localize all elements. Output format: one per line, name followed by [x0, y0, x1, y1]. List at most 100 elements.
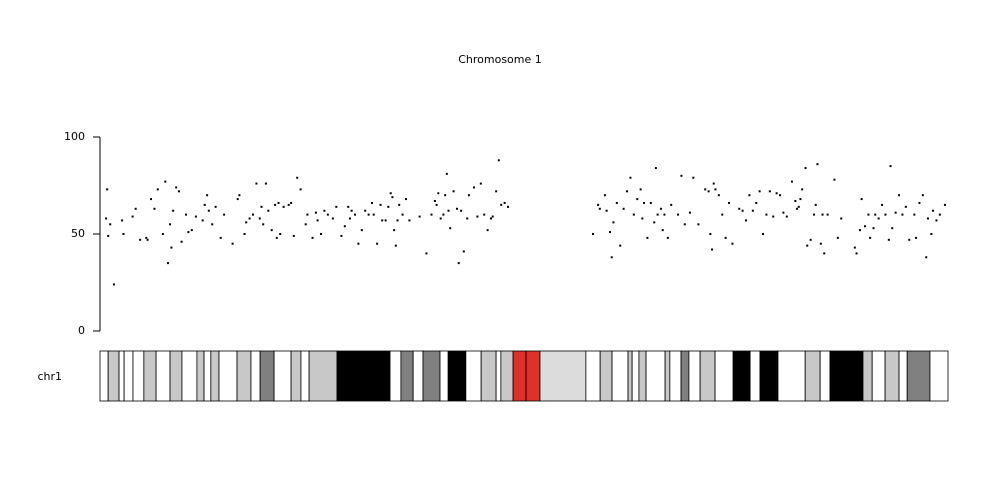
- data-point: [913, 213, 916, 216]
- data-point: [161, 233, 164, 235]
- cytoband: [300, 350, 310, 402]
- data-point: [387, 205, 390, 208]
- data-point: [636, 198, 639, 201]
- data-point: [819, 242, 822, 245]
- data-point: [435, 203, 438, 206]
- cytoband: [638, 350, 647, 402]
- data-point: [350, 209, 353, 212]
- data-point: [172, 209, 175, 212]
- cytoband: [196, 350, 205, 402]
- data-point: [741, 209, 744, 212]
- ideogram-label: chr1: [37, 370, 62, 383]
- data-point: [203, 203, 206, 206]
- cytoband: [714, 350, 734, 402]
- data-point: [901, 213, 904, 216]
- data-point: [889, 165, 892, 168]
- data-point: [323, 209, 326, 212]
- cytoband: [155, 350, 171, 402]
- data-point: [663, 213, 666, 216]
- data-point: [491, 215, 494, 218]
- data-point: [712, 182, 715, 185]
- cytoband: [680, 350, 690, 402]
- data-point: [507, 205, 510, 208]
- data-point: [709, 233, 712, 235]
- data-point: [486, 229, 489, 232]
- data-point: [376, 242, 379, 245]
- data-point: [408, 219, 411, 222]
- data-point: [799, 198, 802, 201]
- data-point: [131, 215, 134, 218]
- data-point: [758, 190, 761, 193]
- data-point: [335, 205, 338, 208]
- data-point: [925, 256, 928, 259]
- data-point: [479, 182, 482, 185]
- data-point: [394, 244, 397, 247]
- cytoband: [759, 350, 779, 402]
- cytoband: [585, 350, 601, 402]
- data-point: [782, 211, 785, 214]
- data-point: [823, 252, 826, 255]
- y-tick-label: 0: [78, 324, 85, 337]
- data-point: [598, 207, 601, 210]
- data-point: [279, 233, 282, 235]
- data-point: [364, 209, 367, 212]
- cytoband: [611, 350, 629, 402]
- cytoband: [169, 350, 183, 402]
- data-point: [826, 213, 829, 216]
- data-point: [877, 217, 880, 220]
- data-point: [379, 203, 382, 206]
- cytoband: [599, 350, 613, 402]
- data-point: [238, 194, 241, 197]
- data-point: [153, 207, 156, 210]
- data-point: [860, 198, 863, 201]
- data-point: [175, 186, 178, 189]
- data-point: [806, 244, 809, 247]
- cytoband: [132, 350, 145, 402]
- data-point: [206, 194, 209, 197]
- cytoband: [412, 350, 424, 402]
- data-point: [462, 250, 465, 253]
- data-point: [869, 236, 872, 239]
- cytoband: [495, 350, 502, 402]
- cytoband: [631, 350, 640, 402]
- data-point: [794, 200, 797, 203]
- cytoband: [250, 350, 261, 402]
- cytoband: [447, 350, 467, 402]
- data-point: [867, 213, 870, 216]
- cytoband: [203, 350, 212, 402]
- cytoband: [123, 350, 134, 402]
- cytoband: [732, 350, 751, 402]
- data-point: [622, 207, 625, 210]
- data-point: [745, 219, 748, 222]
- cytoband: [664, 350, 671, 402]
- data-point: [139, 238, 142, 241]
- data-point: [816, 163, 819, 166]
- cytoband: [539, 350, 587, 402]
- data-point: [460, 209, 463, 212]
- data-point: [445, 172, 448, 175]
- data-point: [343, 225, 346, 228]
- data-point: [872, 227, 875, 230]
- cytoband: [929, 350, 949, 402]
- data-point: [874, 213, 877, 216]
- cytoband: [143, 350, 157, 402]
- data-point: [643, 201, 646, 204]
- data-point: [180, 240, 183, 243]
- data-point: [134, 207, 137, 210]
- data-point: [497, 159, 500, 162]
- data-point: [728, 201, 731, 204]
- data-point: [331, 217, 334, 220]
- data-point: [449, 227, 452, 230]
- data-point: [938, 213, 941, 216]
- data-point: [357, 242, 360, 245]
- data-point: [304, 223, 307, 226]
- data-point: [714, 188, 717, 191]
- data-point: [483, 213, 486, 216]
- data-point: [391, 196, 394, 199]
- data-point: [855, 252, 858, 255]
- data-point: [751, 209, 754, 212]
- data-point: [243, 233, 246, 235]
- data-point: [267, 209, 270, 212]
- data-point: [943, 203, 946, 206]
- data-point: [619, 244, 622, 247]
